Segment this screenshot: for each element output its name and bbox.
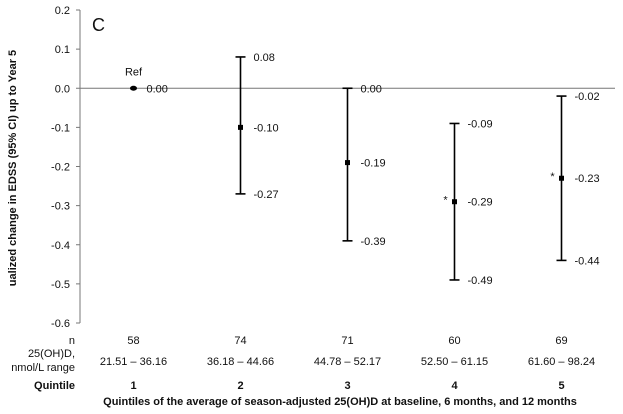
n-value: 74 [234,335,246,347]
y-tick-label: 0.0 [55,83,70,95]
estimate-label: -0.19 [361,158,386,170]
estimate-label: -0.23 [575,173,600,185]
estimate-label: 0.00 [147,83,168,95]
range-value: 36.18 – 44.66 [207,356,274,368]
lower-ci-label: -0.44 [575,255,600,267]
y-tick-label: 0.2 [55,5,70,17]
panel-label: C [92,15,105,35]
x-axis-label: Quintiles of the average of season-adjus… [103,396,577,408]
quintile-label: 5 [558,380,564,392]
n-value: 58 [127,335,139,347]
y-tick-label: -0.4 [51,240,70,252]
upper-ci-label: 0.00 [361,83,382,95]
range-value: 61.60 – 98.24 [528,356,595,368]
quintile-label: 2 [237,380,243,392]
y-axis-label: ualized change in EDSS (95% CI) up to Ye… [7,50,19,286]
upper-ci-label: 0.08 [254,52,275,64]
upper-ci-label: -0.09 [468,118,493,130]
y-tick-label: -0.6 [51,318,70,330]
y-tick-label: -0.2 [51,162,70,174]
estimate-point [559,175,564,181]
n-value: 69 [555,335,567,347]
upper-ci-label: -0.02 [575,91,600,103]
estimate-point [345,160,350,166]
range-value: 52.50 – 61.15 [421,356,488,368]
significance-asterisk: * [443,195,448,207]
lower-ci-label: -0.49 [468,275,493,287]
lower-ci-label: -0.27 [254,189,279,201]
y-tick-label: -0.3 [51,201,70,213]
n-value: 60 [448,335,460,347]
quintile-label: 4 [451,380,458,392]
range-value: 44.78 – 52.17 [314,356,381,368]
lower-ci-label: -0.39 [361,236,386,248]
significance-asterisk: * [550,171,555,183]
quintile-label: 1 [130,380,136,392]
y-tick-label: -0.1 [51,122,70,134]
range-value: 21.51 – 36.16 [100,356,167,368]
quintile-label: 3 [344,380,350,392]
reference-point [130,85,137,91]
estimate-point [238,124,243,130]
estimate-label: -0.10 [254,122,279,134]
reference-label: Ref [125,66,143,78]
y-tick-label: 0.1 [55,44,70,56]
row-label-n: n [69,335,75,347]
row-label-range-2: nmol/L range [11,362,75,374]
y-tick-label: -0.5 [51,279,70,291]
row-label-range-1: 25(OH)D, [28,348,75,360]
estimate-label: -0.29 [468,197,493,209]
estimate-point [452,199,457,205]
n-value: 71 [341,335,353,347]
row-label-quintile: Quintile [34,380,75,392]
